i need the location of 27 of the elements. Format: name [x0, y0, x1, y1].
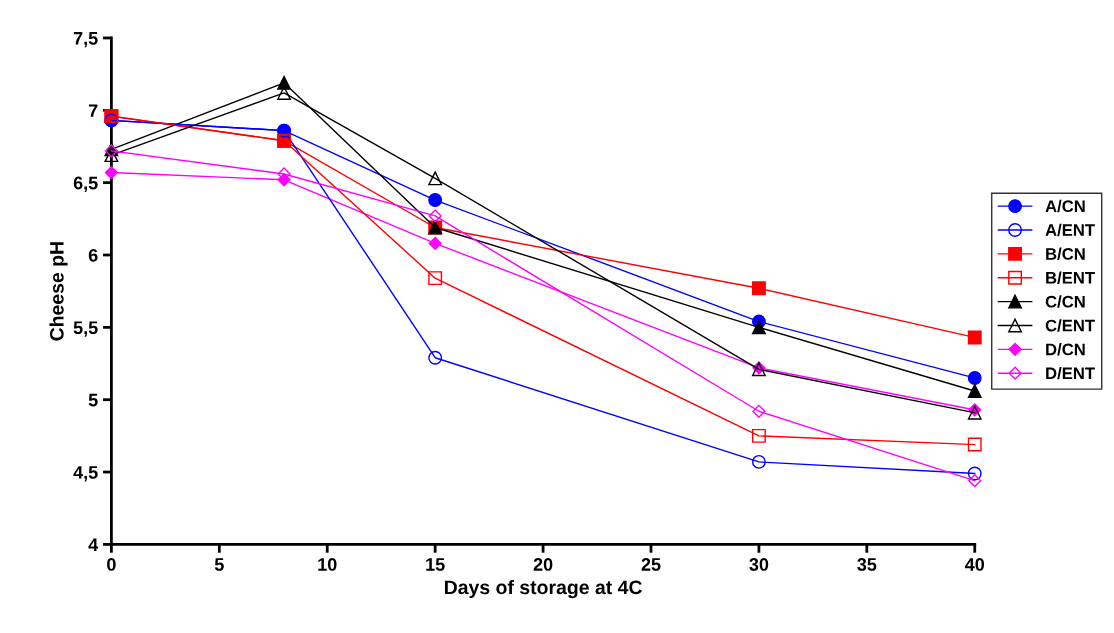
y-tick-label: 4,5	[73, 466, 98, 482]
legend-label: D/ENT	[1046, 366, 1095, 380]
y-tick-label: 4	[88, 538, 99, 551]
legend-label: B/CN	[1046, 247, 1085, 261]
x-tick-label: 10	[318, 558, 337, 571]
y-tick-label: 5,5	[73, 321, 98, 337]
y-axis-title: Cheese pH	[49, 242, 68, 341]
legend-label: A/ENT	[1045, 223, 1095, 237]
y-tick-label: 7	[88, 104, 98, 117]
legend-label: C/CN	[1045, 295, 1085, 308]
x-tick-label: 15	[426, 558, 445, 571]
x-tick-label: 0	[107, 558, 116, 571]
legend-label: B/ENT	[1046, 271, 1095, 284]
x-tick-label: 35	[857, 558, 877, 571]
y-tick-label: 5	[88, 393, 98, 407]
y-tick-label: 6	[88, 248, 98, 262]
legend-label: C/ENT	[1045, 319, 1095, 332]
x-tick-label: 40	[964, 558, 985, 571]
x-tick-label: 30	[749, 558, 769, 571]
x-tick-label: 5	[214, 558, 224, 571]
legend-label: A/CN	[1045, 199, 1085, 213]
legend-label: D/CN	[1046, 343, 1085, 356]
x-tick-label: 25	[641, 558, 661, 571]
x-axis-title: Days of storage at 4C	[444, 579, 642, 599]
x-tick-label: 20	[533, 558, 553, 571]
y-tick-label: 7,5	[73, 32, 98, 48]
y-tick-label: 6,5	[73, 176, 98, 192]
